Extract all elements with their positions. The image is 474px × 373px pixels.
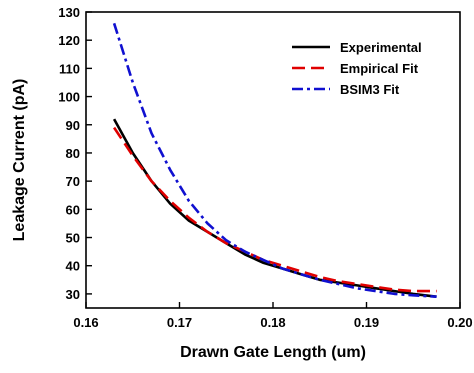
series-line-experimental [112, 118, 437, 298]
x-tick-label: 0.18 [260, 315, 285, 330]
x-tick-label: 0.16 [73, 315, 98, 330]
y-tick-label: 100 [58, 90, 80, 105]
y-tick-label: 40 [66, 259, 80, 274]
legend: Experimental Empirical Fit BSIM3 Fit [292, 40, 422, 97]
y-tick-label: 120 [58, 33, 80, 48]
series-line-empirical-fit [113, 126, 437, 293]
legend-label: BSIM3 Fit [340, 82, 400, 97]
y-tick-label: 80 [66, 146, 80, 161]
x-tick-label: 0.19 [354, 315, 379, 330]
y-tick-label: 50 [66, 231, 80, 246]
y-tick-label: 110 [59, 61, 80, 76]
y-axis-ticks: 30 40 50 60 70 80 90 100 110 120 130 [58, 5, 92, 302]
series-layer [112, 22, 437, 298]
y-tick-label: 70 [66, 174, 80, 189]
x-axis-title: Drawn Gate Length (um) [180, 344, 366, 361]
x-tick-label: 0.17 [167, 315, 192, 330]
y-tick-label: 130 [58, 5, 80, 20]
legend-label: Experimental [340, 40, 422, 55]
y-tick-label: 30 [66, 287, 80, 302]
x-axis-ticks: 0.16 0.17 0.18 0.19 0.20 [73, 302, 473, 330]
x-tick-label: 0.20 [447, 315, 472, 330]
y-axis-title: Leakage Current (pA) [11, 79, 28, 242]
y-tick-label: 90 [66, 118, 80, 133]
legend-label: Empirical Fit [340, 61, 419, 76]
y-tick-label: 60 [66, 202, 80, 217]
